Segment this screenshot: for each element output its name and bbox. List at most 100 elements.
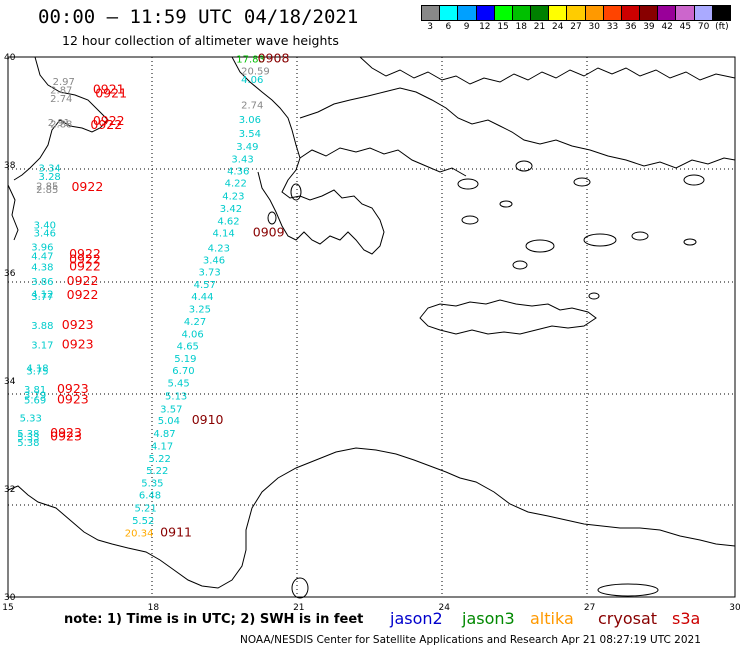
pass-time-label: 0911 (160, 525, 192, 540)
wave-height-label: 4.22 (225, 179, 247, 190)
wave-height-label: 2.85 (36, 181, 58, 192)
x-tick-label: 15 (2, 603, 13, 613)
wave-height-label: 3.25 (189, 304, 211, 315)
wave-height-label: 4.87 (153, 429, 175, 440)
color-scale-label: 9 (463, 22, 470, 32)
pass-time-label: 0922 (93, 113, 125, 128)
pass-time-label: 0922 (69, 246, 101, 261)
color-scale-swatch (603, 6, 622, 20)
wave-height-label: 4.36 (227, 167, 249, 178)
pass-time-label: 0923 (62, 317, 94, 332)
wave-height-label: 4.57 (194, 280, 216, 291)
color-scale-label: 21 (533, 22, 546, 32)
color-scale-label: 36 (624, 22, 637, 32)
footer-credit: NOAA/NESDIS Center for Satellite Applica… (240, 634, 701, 646)
color-scale-swatch (458, 6, 477, 20)
y-tick-label: 34 (4, 377, 16, 387)
color-scale-swatch (621, 6, 641, 20)
coastlines (7, 56, 736, 599)
wave-height-label: 2.88 (50, 120, 72, 131)
wave-height-label: 5.35 (141, 478, 163, 489)
color-scale-swatch (531, 6, 550, 20)
map-title: 00:00 – 11:59 UTC 04/18/2021 (38, 6, 359, 28)
wave-height-label: 3.28 (39, 172, 61, 183)
pass-time-label: 0923 (50, 428, 82, 443)
wave-height-label: 3.46 (203, 255, 225, 266)
color-scale-label: 33 (606, 22, 619, 32)
graticule (8, 57, 735, 597)
pass-time-label: 0922 (90, 117, 122, 132)
wave-height-label: 3.43 (231, 154, 253, 165)
footer-note: note: 1) Time is in UTC; 2) SWH is in fe… (64, 612, 364, 627)
pass-time-label: 0909 (253, 224, 285, 239)
color-scale-swatch (694, 6, 713, 20)
color-scale-swatch (676, 6, 695, 20)
wave-height-label: 5.13 (165, 391, 187, 402)
y-tick-label: 40 (4, 53, 16, 63)
color-scale-label: 45 (679, 22, 692, 32)
wave-height-label: 3.40 (34, 221, 56, 232)
wave-height-label: 3.46 (34, 228, 56, 239)
pass-time-label: 0923 (57, 381, 89, 396)
color-scale-swatch (494, 6, 513, 20)
legend-jason3: jason3 (462, 609, 515, 628)
map-subtitle: 12 hour collection of altimeter wave hei… (62, 33, 339, 48)
wave-height-label: 4.47 (31, 252, 53, 263)
wave-height-label: 3.77 (31, 292, 53, 303)
wave-height-label: 5.69 (24, 396, 46, 407)
color-scale-label: 27 (570, 22, 582, 32)
pass-time-label: 0923 (62, 337, 94, 352)
wave-height-label: 3.75 (26, 367, 48, 378)
wave-height-label: 3.96 (31, 242, 53, 253)
wave-height-label: 5.52 (132, 516, 154, 527)
color-scale-label: 24 (552, 22, 564, 32)
wave-height-label: 3.49 (236, 142, 258, 153)
axis-ticks: 15 18 21 24 27 30 40 38 36 34 32 30 (2, 53, 740, 613)
pass-time-label: 0922 (69, 251, 101, 266)
color-scale-swatch (658, 6, 677, 20)
x-tick-label: 18 (148, 603, 160, 613)
x-tick-label: 30 (729, 603, 740, 613)
pass-time-label: 0921 (95, 86, 127, 101)
y-tick-label: 38 (4, 161, 16, 171)
color-scale-swatch (549, 6, 568, 20)
color-scale-swatch (512, 6, 532, 20)
wave-height-label: 4.38 (31, 262, 53, 273)
wave-height-label: 4.18 (26, 363, 48, 374)
color-scale-swatch (476, 6, 495, 20)
x-tick-label: 24 (438, 603, 450, 613)
legend-jason2: jason2 (390, 609, 443, 628)
wave-height-label: 4.12 (31, 289, 53, 300)
wave-height-label: 3.81 (24, 385, 46, 396)
wave-height-label: 3.34 (39, 163, 61, 174)
wave-height-label: 6.70 (172, 366, 194, 377)
wave-height-label: 2.87 (50, 86, 72, 97)
wave-height-label: 5.21 (134, 504, 156, 515)
wave-height-label: 3.06 (239, 115, 261, 126)
wave-height-label: 4.62 (217, 216, 239, 227)
color-scale-label: 70 (697, 22, 710, 32)
x-tick-label: 21 (293, 603, 304, 613)
y-tick-label: 30 (4, 593, 16, 603)
wave-height-label: 5.45 (167, 378, 189, 389)
pass-time-label: 0921 (93, 82, 125, 97)
wave-height-label: 4.44 (191, 292, 213, 303)
wave-height-label: 2.91 (48, 118, 70, 129)
wave-height-label: 3.73 (198, 268, 220, 279)
color-scale-swatch (585, 6, 604, 20)
wave-height-label: 3.79 (24, 390, 46, 401)
pass-time-label: 0908 (258, 50, 290, 65)
color-scale-label: 39 (643, 22, 655, 32)
wave-height-label: 4.06 (241, 75, 263, 86)
wave-height-label: 3.42 (220, 204, 242, 215)
color-scale-swatch (640, 6, 659, 20)
wave-height-label: 6.48 (139, 491, 161, 502)
y-tick-label: 36 (4, 269, 16, 279)
color-scale-label: 3 (427, 22, 433, 32)
x-tick-label: 27 (584, 603, 595, 613)
wave-height-label: 5.22 (149, 454, 171, 465)
map-frame (7, 56, 736, 598)
pass-time-label: 0910 (192, 412, 224, 427)
legend-s3a: s3a (672, 609, 701, 628)
wave-height-label: 4.23 (222, 192, 244, 203)
